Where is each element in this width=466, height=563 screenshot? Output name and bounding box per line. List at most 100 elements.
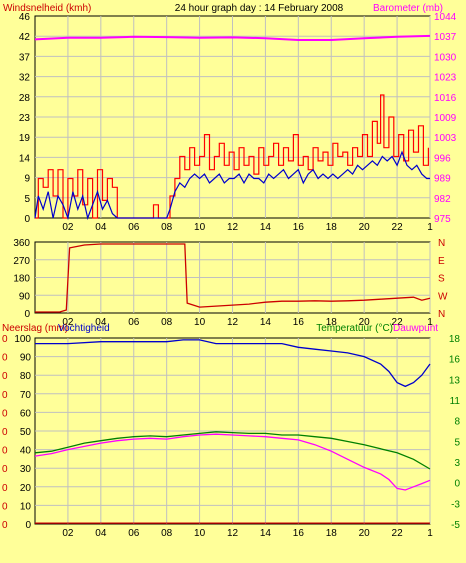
y-left-tick-label: 270	[13, 256, 30, 267]
y-left-tick-label: 19	[19, 133, 31, 144]
x-tick-label: 1	[427, 317, 433, 328]
y-temperature-tick-label: 18	[449, 334, 461, 345]
series-dewpoint	[34, 433, 431, 491]
x-tick-label: 08	[161, 222, 173, 233]
y-rain-tick-label: 0	[2, 464, 8, 475]
x-tick-label: 18	[326, 317, 338, 328]
y-right-compass-label: W	[438, 291, 448, 302]
series-barometer	[34, 34, 431, 41]
y-right-tick-label: 996	[434, 153, 451, 164]
y-temperature-tick-label: 11	[450, 396, 461, 407]
x-tick-label: 08	[161, 317, 173, 328]
x-tick-label: 16	[293, 317, 305, 328]
y-humidity-tick-label: 100	[14, 334, 31, 345]
x-tick-label: 02	[62, 317, 74, 328]
x-tick-label: 22	[392, 317, 404, 328]
y-left-tick-label: 360	[13, 238, 30, 249]
y-right-tick-label: 1030	[434, 52, 457, 63]
y-left-tick-label: 9	[24, 174, 30, 185]
x-tick-label: 20	[359, 317, 371, 328]
y-right-tick-label: 989	[434, 174, 451, 185]
y-rain-tick-label: 0	[2, 483, 8, 494]
y-right-compass-label: N	[438, 309, 445, 320]
y-humidity-tick-label: 60	[20, 408, 32, 419]
left-axis-title: Windsnelheid (kmh)	[3, 3, 91, 14]
series-wind_avg	[34, 150, 430, 221]
y-humidity-tick-label: 50	[20, 427, 32, 438]
dewpoint-axis-title: Dauwpunt	[393, 323, 438, 334]
y-temperature-tick-label: 13	[449, 375, 461, 386]
humidity-axis-title: Vochtigheid	[58, 323, 110, 334]
y-rain-tick-label: 0	[2, 334, 8, 345]
series-humidity	[35, 339, 431, 388]
x-tick-label: 20	[359, 222, 371, 233]
x-tick-label: 1	[427, 528, 433, 539]
y-right-tick-label: 1023	[434, 73, 457, 84]
y-right-tick-label: 1016	[434, 93, 457, 104]
y-humidity-tick-label: 90	[20, 353, 32, 364]
y-right-tick-label: 1009	[434, 113, 457, 124]
x-tick-label: 06	[128, 222, 140, 233]
y-rain-tick-label: 0	[2, 427, 8, 438]
x-tick-label: 22	[392, 528, 404, 539]
y-left-tick-label: 5	[24, 194, 30, 205]
x-tick-label: 14	[260, 317, 272, 328]
x-tick-label: 04	[95, 222, 107, 233]
x-tick-label: 18	[326, 222, 338, 233]
series-gust	[35, 94, 429, 219]
x-tick-label: 04	[95, 528, 107, 539]
x-tick-label: 14	[260, 528, 272, 539]
x-tick-label: 12	[227, 528, 239, 539]
y-left-tick-label: 0	[24, 214, 30, 225]
y-left-tick-label: 37	[19, 52, 31, 63]
y-right-tick-label: 1044	[434, 12, 457, 23]
x-tick-label: 12	[227, 317, 239, 328]
y-left-tick-label: 46	[19, 12, 31, 23]
y-rain-tick-label: 0	[2, 353, 8, 364]
y-right-tick-label: 975	[434, 214, 451, 225]
x-tick-label: 16	[293, 528, 305, 539]
y-humidity-tick-label: 80	[20, 371, 32, 382]
x-tick-label: 06	[128, 528, 140, 539]
y-left-tick-label: 28	[19, 93, 31, 104]
x-tick-label: 10	[194, 317, 206, 328]
y-rain-tick-label: 0	[2, 408, 8, 419]
y-rain-tick-label: 0	[2, 371, 8, 382]
y-right-compass-label: S	[438, 274, 445, 285]
humidity-temperature-panel: 02 04 06 08 10 12 14 16 18 20 22 10 00 100 200 300 400 50…	[2, 323, 460, 539]
y-temperature-tick-label: 0	[454, 479, 460, 490]
y-temperature-tick-label: 16	[449, 355, 461, 366]
y-right-compass-label: E	[438, 256, 445, 267]
y-right-tick-label: 982	[434, 194, 451, 205]
x-tick-label: 18	[326, 528, 338, 539]
y-temperature-tick-label: -3	[451, 499, 460, 510]
x-tick-label: 06	[128, 317, 140, 328]
series-temperature	[34, 431, 431, 470]
x-tick-label: 22	[392, 222, 404, 233]
y-temperature-tick-label: 5	[454, 437, 460, 448]
chart-title: 24 hour graph day : 14 February 2008	[175, 3, 344, 14]
y-right-compass-label: N	[438, 238, 445, 249]
rain-axis-title: Neerslag (mm)	[2, 323, 68, 334]
y-humidity-tick-label: 40	[20, 446, 32, 457]
x-tick-label: 08	[161, 528, 173, 539]
x-tick-label: 04	[95, 317, 107, 328]
y-rain-tick-label: 0	[2, 501, 8, 512]
y-rain-tick-label: 0	[2, 446, 8, 457]
x-tick-label: 14	[260, 222, 272, 233]
y-rain-tick-label: 0	[2, 390, 8, 401]
x-tick-label: 12	[227, 222, 239, 233]
y-temperature-tick-label: 8	[454, 417, 460, 428]
y-left-tick-label: 14	[19, 153, 31, 164]
x-tick-label: 02	[62, 222, 74, 233]
x-tick-label: 1	[427, 222, 433, 233]
y-left-tick-label: 23	[19, 113, 31, 124]
x-tick-label: 20	[359, 528, 371, 539]
y-humidity-tick-label: 10	[20, 501, 32, 512]
y-left-tick-label: 32	[19, 73, 31, 84]
x-tick-label: 10	[194, 528, 206, 539]
y-right-tick-label: 1003	[434, 133, 457, 144]
